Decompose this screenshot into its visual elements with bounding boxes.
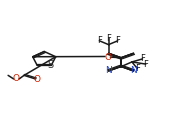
- Text: N: N: [105, 66, 112, 75]
- Text: F: F: [143, 60, 148, 69]
- Text: F: F: [106, 34, 111, 43]
- Text: S: S: [47, 60, 54, 70]
- Text: F: F: [135, 64, 140, 73]
- Text: N: N: [130, 66, 137, 75]
- Text: F: F: [140, 54, 145, 63]
- Text: F: F: [115, 36, 120, 45]
- Text: F: F: [97, 36, 102, 45]
- Text: O: O: [104, 53, 111, 62]
- Text: O: O: [33, 75, 40, 85]
- Text: O: O: [13, 75, 20, 84]
